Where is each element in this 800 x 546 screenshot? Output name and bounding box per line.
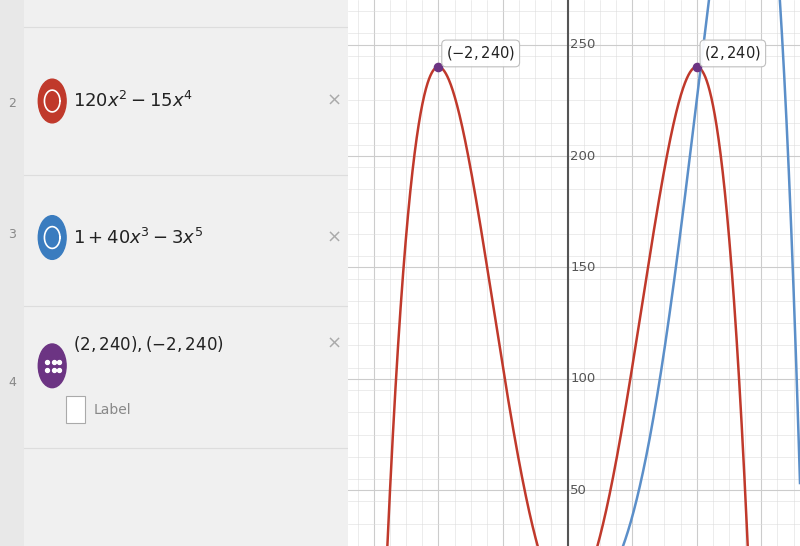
Point xyxy=(41,365,54,374)
Text: $(-2, 240)$: $(-2, 240)$ xyxy=(446,44,515,62)
Text: $(2, 240)$: $(2, 240)$ xyxy=(705,44,762,62)
Text: $120x^2-15x^4$: $120x^2-15x^4$ xyxy=(73,91,193,111)
Point xyxy=(41,358,54,366)
Point xyxy=(53,358,66,366)
Circle shape xyxy=(38,79,66,123)
Text: ×: × xyxy=(326,92,342,110)
Text: 200: 200 xyxy=(570,150,595,163)
Text: $1+40x^3-3x^5$: $1+40x^3-3x^5$ xyxy=(73,228,203,247)
Point xyxy=(690,62,703,71)
Text: $(2,240),(-2,240)$: $(2,240),(-2,240)$ xyxy=(73,334,224,354)
Point xyxy=(47,358,60,366)
Text: ×: × xyxy=(326,229,342,246)
Point xyxy=(432,62,445,71)
Text: 4: 4 xyxy=(8,376,16,389)
Text: 100: 100 xyxy=(570,372,595,385)
Text: 3: 3 xyxy=(8,228,16,241)
Point xyxy=(53,365,66,374)
FancyBboxPatch shape xyxy=(66,396,86,423)
FancyBboxPatch shape xyxy=(0,0,24,546)
Text: 250: 250 xyxy=(570,38,595,51)
Text: Label: Label xyxy=(94,402,131,417)
Text: 2: 2 xyxy=(8,97,16,110)
Point xyxy=(47,365,60,374)
Text: ×: × xyxy=(326,335,342,353)
Circle shape xyxy=(38,216,66,259)
Text: 150: 150 xyxy=(570,261,595,274)
Text: 50: 50 xyxy=(570,484,587,497)
Circle shape xyxy=(38,344,66,388)
